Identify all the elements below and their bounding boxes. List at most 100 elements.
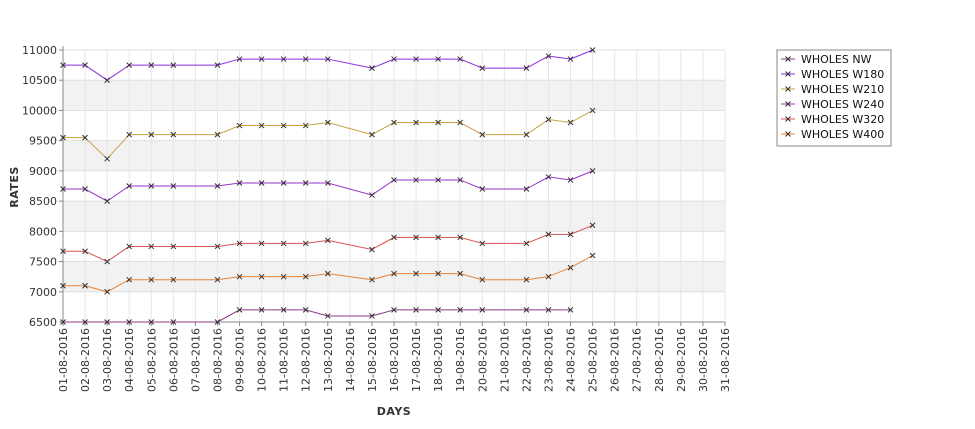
series-line — [63, 110, 593, 160]
data-point — [391, 270, 397, 277]
data-point — [170, 183, 177, 189]
data-point — [457, 56, 464, 62]
data-point — [369, 313, 375, 319]
x-tick-label: 08-08-2016 — [211, 328, 224, 392]
legend-item: WHOLES W320 — [781, 113, 884, 126]
data-point — [545, 174, 552, 180]
data-point — [457, 177, 464, 183]
data-point — [523, 65, 530, 71]
data-point — [236, 56, 243, 62]
x-tick-label: 16-08-2016 — [388, 328, 401, 392]
data-point — [413, 177, 419, 183]
data-point — [258, 240, 265, 247]
data-point — [148, 243, 155, 250]
data-point — [280, 56, 287, 62]
x-tick-label: 15-08-2016 — [366, 328, 379, 392]
data-point — [479, 65, 486, 71]
legend-label: WHOLES W400 — [801, 128, 884, 141]
data-point — [258, 180, 265, 186]
data-point — [413, 234, 419, 241]
series-line — [63, 49, 593, 81]
data-point — [236, 307, 243, 313]
data-point — [457, 307, 464, 313]
data-point — [82, 248, 88, 255]
y-tick-label: 8000 — [29, 225, 57, 238]
data-point — [589, 47, 596, 53]
data-point — [523, 131, 530, 138]
legend-marker — [785, 131, 791, 137]
data-point — [391, 56, 397, 62]
data-point — [545, 116, 552, 123]
data-point — [280, 307, 287, 313]
legend-item: WHOLES NW — [781, 53, 872, 66]
data-point — [214, 243, 221, 250]
x-tick-label: 19-08-2016 — [454, 328, 467, 392]
data-point — [60, 282, 66, 289]
data-point — [413, 270, 419, 277]
data-point — [236, 180, 243, 186]
x-tick-label: 28-08-2016 — [653, 328, 666, 392]
data-point — [82, 319, 88, 325]
x-tick-label: 31-08-2016 — [719, 328, 732, 392]
series-line — [63, 224, 593, 263]
data-point — [589, 168, 596, 174]
data-point — [369, 131, 375, 138]
data-point — [214, 62, 221, 68]
x-tick-label: 14-08-2016 — [344, 328, 357, 392]
data-point — [170, 276, 177, 283]
data-point — [302, 307, 309, 313]
data-point — [435, 119, 441, 126]
x-tick-label: 24-08-2016 — [565, 328, 578, 392]
data-point — [258, 56, 265, 62]
data-point — [479, 186, 486, 192]
series-4 — [60, 222, 596, 265]
x-tick-label: 20-08-2016 — [476, 328, 489, 392]
data-point — [324, 270, 331, 277]
data-point — [302, 240, 309, 247]
data-point — [324, 313, 331, 319]
data-point — [258, 122, 265, 129]
y-tick-label: 7500 — [29, 256, 57, 269]
series-2 — [60, 107, 596, 162]
series-5 — [60, 252, 596, 295]
data-point — [391, 119, 397, 126]
data-point — [457, 270, 464, 277]
data-point — [369, 65, 375, 71]
data-point — [479, 131, 486, 138]
data-point — [324, 180, 331, 186]
data-point — [589, 252, 596, 259]
legend-item: WHOLES W240 — [781, 98, 884, 111]
legend-item: WHOLES W210 — [781, 83, 884, 96]
data-point — [369, 276, 375, 283]
y-axis-title: RATES — [8, 166, 21, 208]
data-point — [126, 62, 133, 68]
data-point — [523, 276, 530, 283]
data-point — [60, 186, 66, 192]
data-point — [435, 234, 441, 241]
x-tick-label: 04-08-2016 — [123, 328, 136, 392]
y-tick-label: 7000 — [29, 286, 57, 299]
data-point — [214, 183, 221, 189]
y-tick-label: 8500 — [29, 195, 57, 208]
series-3 — [60, 168, 596, 204]
legend-label: WHOLES W180 — [801, 68, 884, 81]
data-point — [302, 180, 309, 186]
data-point — [258, 273, 265, 280]
data-point — [104, 155, 110, 162]
data-point — [369, 192, 375, 198]
data-point — [545, 53, 552, 59]
data-point — [302, 56, 309, 62]
y-axis-ticks: 6500 7000 7500 8000 8500 9000 9500 10000 10500 11… — [22, 44, 63, 329]
series-line — [63, 255, 593, 293]
y-tick-label: 9500 — [29, 135, 57, 148]
x-tick-label: 12-08-2016 — [300, 328, 313, 392]
data-point — [435, 307, 441, 313]
data-point — [369, 246, 375, 253]
y-tick-label: 10500 — [22, 74, 57, 87]
data-point — [324, 56, 331, 62]
x-tick-label: 17-08-2016 — [410, 328, 423, 392]
data-point — [523, 240, 530, 247]
data-point — [82, 186, 88, 192]
x-tick-label: 23-08-2016 — [542, 328, 555, 392]
data-point — [391, 307, 397, 313]
